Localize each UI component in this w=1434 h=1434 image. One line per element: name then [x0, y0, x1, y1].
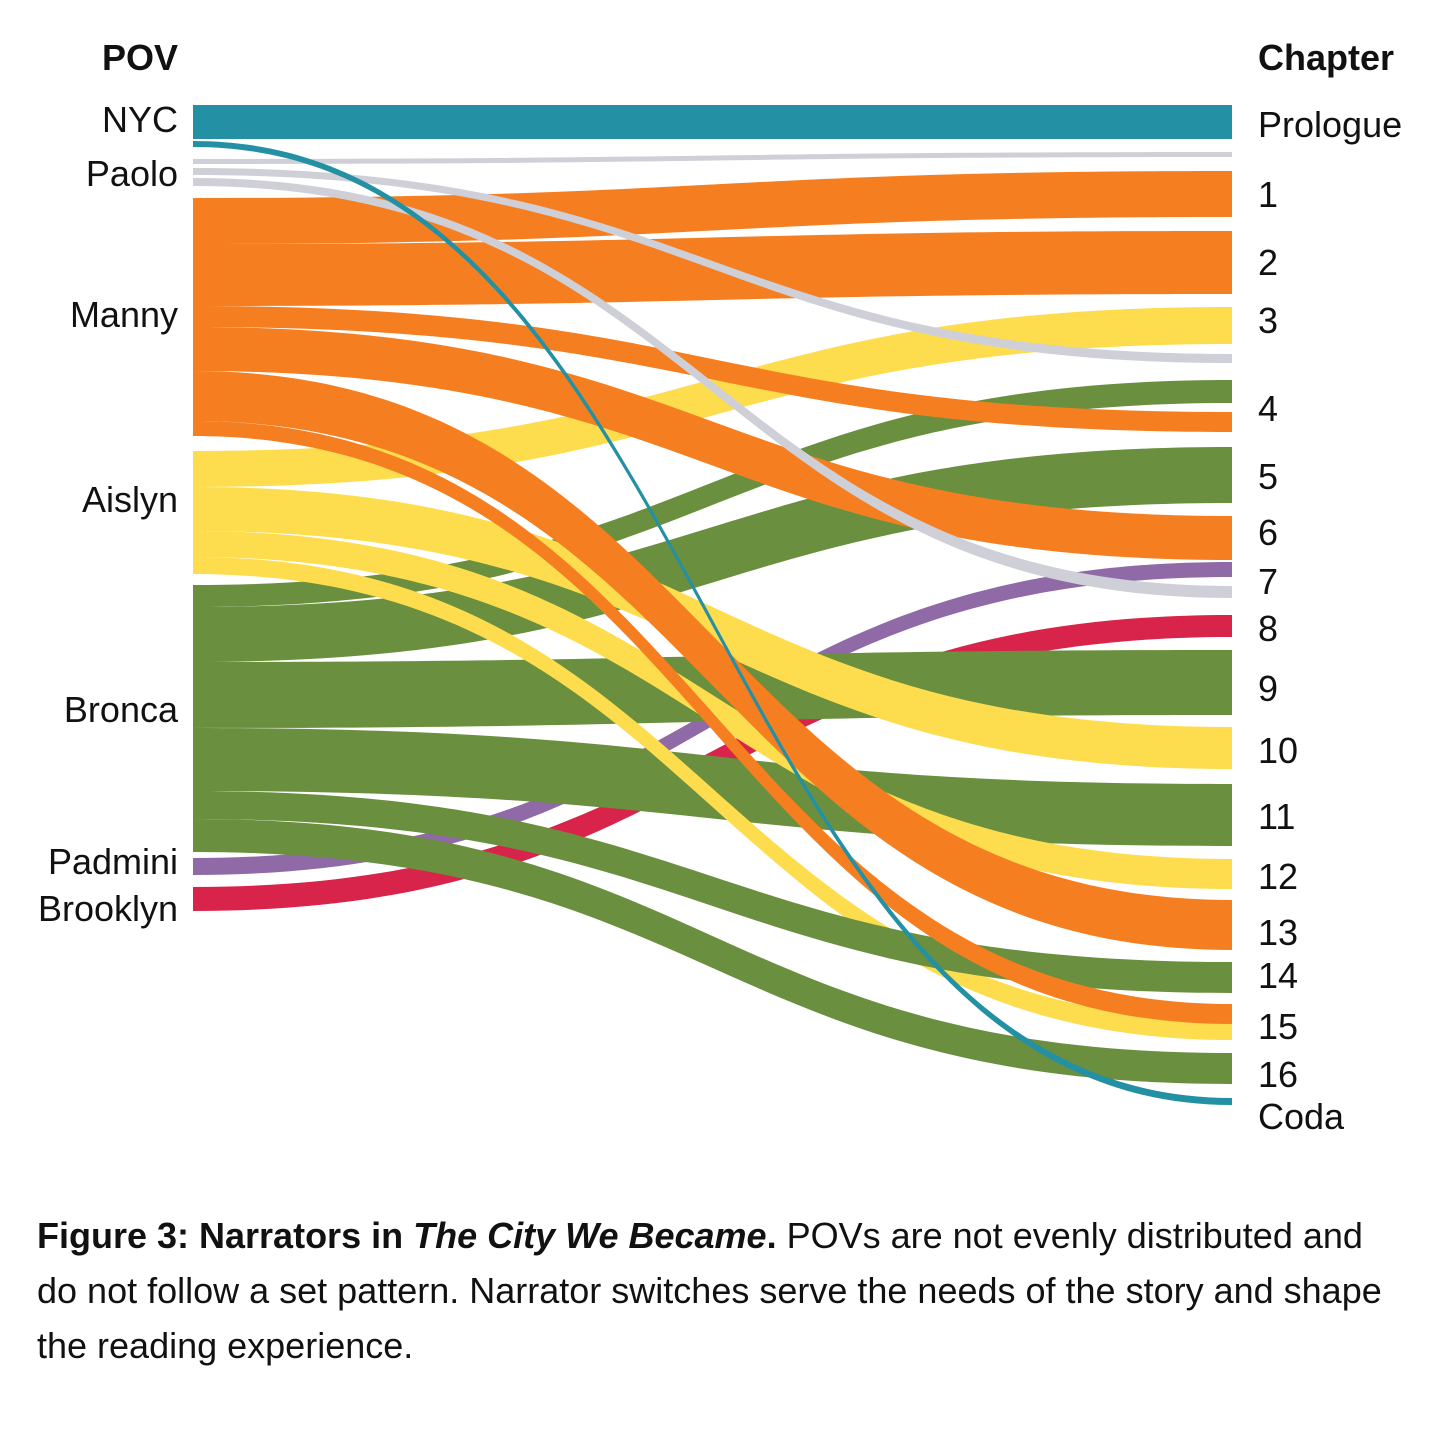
- chapter-label-6: 6: [1258, 512, 1278, 553]
- pov-label-aislyn: Aislyn: [82, 479, 178, 520]
- chapter-label-8: 8: [1258, 608, 1278, 649]
- chapter-label-9: 9: [1258, 668, 1278, 709]
- flow-bronca-to-chapter-11: [193, 728, 1232, 846]
- chapter-label-12: 12: [1258, 856, 1298, 897]
- caption-text: POVs are not evenly distributed and do n…: [37, 1215, 1382, 1366]
- chapter-label-15: 15: [1258, 1006, 1298, 1047]
- flow-paolo-to-chapter-7: [193, 178, 1232, 598]
- flow-nyc-to-chapter-prologue: [193, 105, 1232, 139]
- chapter-label-13: 13: [1258, 912, 1298, 953]
- sankey-chart: POV Chapter NYC Paolo Manny Aislyn Bronca Pad…: [38, 37, 1402, 1137]
- flow-paolo-to-chapter-prologue: [193, 152, 1232, 164]
- chapter-label-10: 10: [1258, 730, 1298, 771]
- caption-bold-prefix: Figure 3: Narrators in: [37, 1215, 414, 1256]
- chapter-label-16: 16: [1258, 1054, 1298, 1095]
- caption-book-title: The City We Became: [413, 1215, 767, 1256]
- flow-bronca-to-chapter-16: [193, 819, 1232, 1084]
- flow-layer: [193, 105, 1232, 1105]
- chapter-label-7: 7: [1258, 561, 1278, 602]
- pov-label-nyc: NYC: [102, 99, 178, 140]
- flow-nyc-to-chapter-coda: [193, 141, 1232, 1105]
- pov-labels: NYC Paolo Manny Aislyn Bronca Padmini Brooklyn: [38, 99, 179, 929]
- flow-paolo-to-chapter-3: [193, 168, 1232, 363]
- flow-manny-to-chapter-4: [193, 306, 1232, 432]
- chapter-label-11: 11: [1258, 796, 1295, 837]
- flow-aislyn-to-chapter-15: [193, 557, 1232, 1040]
- chapter-label-2: 2: [1258, 242, 1278, 283]
- flow-manny-to-chapter-13: [193, 371, 1232, 950]
- chapter-label-coda: Coda: [1258, 1096, 1345, 1137]
- chapter-column-title: Chapter: [1258, 37, 1394, 78]
- flow-manny-to-chapter-6: [193, 327, 1232, 560]
- flow-bronca-to-chapter-14: [193, 791, 1232, 993]
- pov-label-manny: Manny: [70, 294, 178, 335]
- pov-column-title: POV: [102, 37, 178, 78]
- figure-caption: Figure 3: Narrators in The City We Becam…: [37, 1208, 1407, 1373]
- pov-label-padmini: Padmini: [48, 841, 178, 882]
- chapter-label-5: 5: [1258, 456, 1278, 497]
- chapter-label-1: 1: [1258, 174, 1278, 215]
- chapter-label-3: 3: [1258, 300, 1278, 341]
- pov-label-paolo: Paolo: [86, 153, 178, 194]
- flow-bronca-to-chapter-4: [193, 380, 1232, 607]
- flow-aislyn-to-chapter-10: [193, 487, 1232, 769]
- caption-bold-suffix: .: [766, 1215, 777, 1256]
- flow-aislyn-to-chapter-12: [193, 531, 1232, 889]
- flow-manny-to-chapter-15: [193, 421, 1232, 1024]
- pov-label-brooklyn: Brooklyn: [38, 888, 178, 929]
- chapter-label-4: 4: [1258, 388, 1278, 429]
- pov-label-bronca: Bronca: [64, 689, 179, 730]
- chapter-label-prologue: Prologue: [1258, 104, 1402, 145]
- chapter-label-14: 14: [1258, 955, 1298, 996]
